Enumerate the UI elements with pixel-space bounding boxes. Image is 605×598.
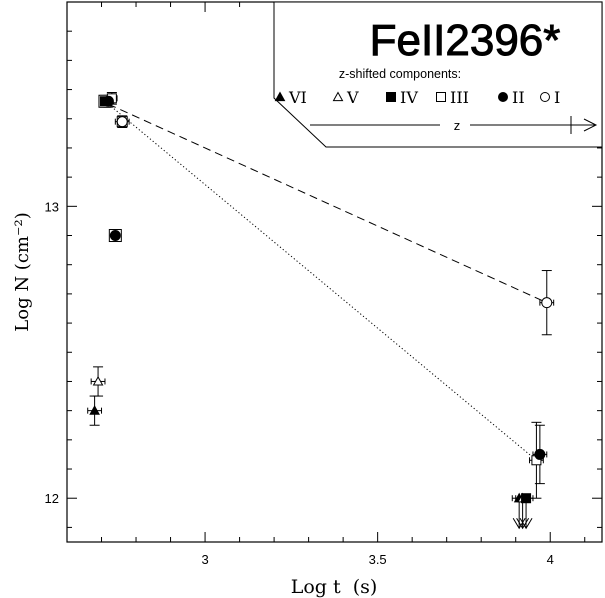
data-point-II [102,95,114,107]
legend-box [273,1,603,148]
legend-marker-III [436,92,446,102]
y-tick-label: 13 [45,199,59,214]
data-point-V [92,375,104,386]
z-arrow-head [583,118,598,132]
x-tick-label: 3.5 [369,552,387,567]
legend-entries: VI V IV III II I [274,88,560,107]
data-point-IV [521,493,532,504]
data-point-I [116,116,128,128]
legend: FeII2396* z-shifted components: VI V IV III… [273,1,603,148]
legend-marker-I [540,92,550,102]
legend-label-IV: IV [400,88,418,107]
upper-limit-arrowhead [512,517,526,530]
y-tick-label: 12 [45,491,59,506]
data-markers [89,93,553,504]
y-axis-label: Log N (cm⁻²) [12,212,33,331]
chart-title: FeII2396* [370,16,561,65]
legend-marker-IV [386,92,396,102]
upper-limit-arrowhead [519,517,533,530]
legend-heading: z-shifted components: [339,67,461,81]
data-point-II [109,230,121,242]
upper-limit-arrowhead [516,517,530,530]
tick-labels: 3 3.5 4 12 13 [45,199,554,567]
dashed-fit-line [108,103,547,304]
legend-label-III: III [450,88,469,107]
legend-marker-VI [274,91,286,102]
dotted-fit-line [108,103,537,461]
data-point-I [541,297,553,309]
legend-label-II: II [512,88,525,107]
legend-label-VI: VI [288,88,307,107]
data-point-VI [89,405,100,415]
x-tick-label: 4 [547,552,554,567]
x-tick-label: 3 [201,552,208,567]
legend-label-V: V [346,88,359,107]
data-point-II [534,448,546,460]
z-arrow-label: z [454,118,461,133]
legend-marker-V [332,91,344,102]
fit-lines [108,103,547,461]
x-axis-label: Log t (s) [291,576,378,598]
legend-label-I: I [554,88,560,107]
error-bars [87,91,555,530]
legend-marker-II [498,92,508,102]
